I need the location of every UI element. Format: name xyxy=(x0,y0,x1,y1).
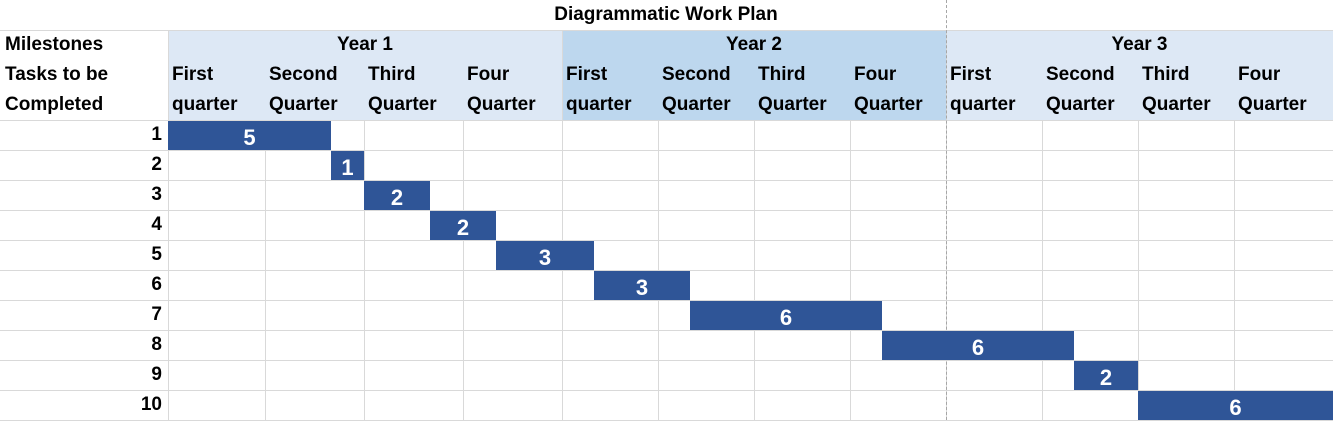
quarter-label-line1: Third xyxy=(368,64,416,85)
grid-hline xyxy=(0,420,1333,421)
grid-hline xyxy=(0,180,1333,181)
grid-hline xyxy=(0,30,1333,31)
gantt-bar xyxy=(168,121,331,150)
task-number-label: 5 xyxy=(151,244,162,265)
task-number-label: 9 xyxy=(151,364,162,385)
grid-hline xyxy=(0,270,1333,271)
gantt-bar xyxy=(690,301,882,330)
grid-vline xyxy=(1138,120,1139,420)
quarter-label-line1: Four xyxy=(854,64,897,85)
quarter-label-line2: quarter xyxy=(172,94,238,115)
year-label-1: Year 1 xyxy=(337,34,393,55)
task-number-label: 7 xyxy=(151,304,162,325)
gantt-bar-label: 3 xyxy=(635,275,649,300)
grid-vline xyxy=(562,30,563,420)
quarter-label-line2: Quarter xyxy=(1142,94,1211,115)
quarter-label-line1: Four xyxy=(1238,64,1281,85)
gantt-bar-label: 3 xyxy=(538,245,552,270)
page-break-line xyxy=(946,0,947,420)
grid-vline xyxy=(265,120,266,420)
quarter-label-line2: Quarter xyxy=(467,94,536,115)
gantt-bar-label: 2 xyxy=(390,185,404,210)
grid-hline xyxy=(0,360,1333,361)
gantt-bar xyxy=(364,181,430,210)
grid-hline xyxy=(0,300,1333,301)
task-number-label: 6 xyxy=(151,274,162,295)
quarter-label-line1: Second xyxy=(1046,64,1115,85)
gantt-bar-label: 2 xyxy=(456,215,470,240)
quarter-label-line1: First xyxy=(172,64,214,85)
quarter-label-line2: Quarter xyxy=(854,94,923,115)
year-band-3 xyxy=(946,30,1333,120)
grid-vline xyxy=(658,120,659,420)
year-band-1 xyxy=(168,30,562,120)
task-number-label: 1 xyxy=(151,124,162,145)
quarter-label-line2: Quarter xyxy=(368,94,437,115)
grid-vline xyxy=(168,30,169,420)
quarter-label-line2: Quarter xyxy=(1046,94,1115,115)
grid-vline xyxy=(364,120,365,420)
grid-vline xyxy=(850,120,851,420)
quarter-label-line2: quarter xyxy=(566,94,632,115)
quarter-label-line1: Second xyxy=(269,64,338,85)
grid-hline xyxy=(0,150,1333,151)
gantt-bar xyxy=(594,271,690,300)
grid-hline xyxy=(0,390,1333,391)
quarter-label-line1: First xyxy=(566,64,608,85)
gantt-bar-label: 1 xyxy=(341,155,354,180)
year-band-2 xyxy=(562,30,946,120)
grid-vline xyxy=(1042,120,1043,420)
task-number-label: 4 xyxy=(151,214,162,235)
task-number-label: 10 xyxy=(140,394,162,415)
quarter-label-line2: Quarter xyxy=(269,94,338,115)
gantt-bar-label: 6 xyxy=(1229,395,1242,420)
year-label-2: Year 2 xyxy=(726,34,782,55)
gantt-bar xyxy=(1074,361,1138,390)
grid-hline xyxy=(0,210,1333,211)
task-number-label: 3 xyxy=(151,184,162,205)
grid-vline xyxy=(1234,120,1235,420)
milestones-label: Milestones xyxy=(5,34,104,55)
task-number-label: 2 xyxy=(151,154,162,175)
quarter-label-line1: Four xyxy=(467,64,510,85)
grid-hline xyxy=(0,240,1333,241)
gantt-bar-label: 6 xyxy=(971,335,985,360)
gantt-bar xyxy=(496,241,594,270)
grid-vline xyxy=(754,120,755,420)
quarter-label-line1: Second xyxy=(662,64,731,85)
chart-title: Diagrammatic Work Plan xyxy=(554,4,778,25)
gantt-bar-label: 5 xyxy=(243,125,256,150)
gantt-bar-label: 2 xyxy=(1099,365,1113,390)
quarter-label-line2: quarter xyxy=(950,94,1016,115)
quarter-label-line2: Quarter xyxy=(662,94,731,115)
tasks-label-line2: Completed xyxy=(5,94,104,115)
quarter-label-line1: First xyxy=(950,64,992,85)
quarter-label-line1: Third xyxy=(1142,64,1190,85)
quarter-label-line2: Quarter xyxy=(758,94,827,115)
grid-hline xyxy=(0,120,1333,121)
gantt-bar xyxy=(882,331,1074,360)
quarter-label-line1: Third xyxy=(758,64,806,85)
quarter-label-line2: Quarter xyxy=(1238,94,1307,115)
gantt-bar-label: 6 xyxy=(779,305,793,330)
grid-hline xyxy=(0,330,1333,331)
gantt-bar xyxy=(1138,391,1333,420)
year-label-3: Year 3 xyxy=(1111,34,1168,55)
grid-vline xyxy=(463,120,464,420)
task-number-label: 8 xyxy=(151,334,162,355)
gantt-bar xyxy=(430,211,496,240)
gantt-bar xyxy=(331,151,364,180)
tasks-label-line1: Tasks to be xyxy=(5,64,109,85)
